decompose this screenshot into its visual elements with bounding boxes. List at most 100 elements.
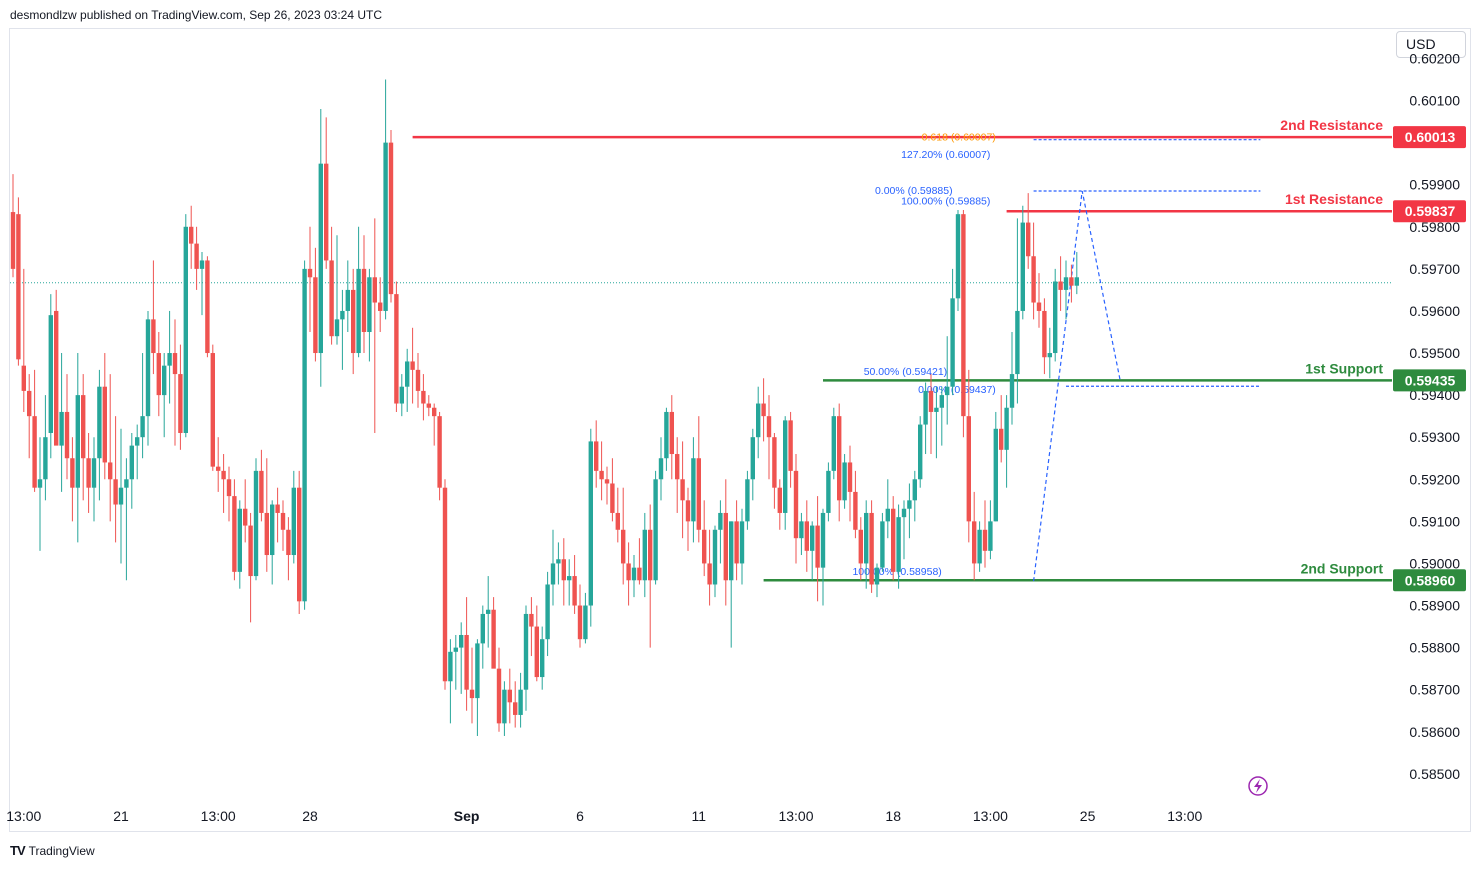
candle (91, 437, 97, 522)
candle-body (799, 521, 804, 539)
candle (750, 428, 755, 501)
candle-body (432, 407, 437, 417)
candle (156, 331, 161, 417)
candle-body (826, 470, 831, 513)
candle (189, 205, 194, 269)
fib-label: 0.00% (0.59437) (918, 384, 996, 396)
candle-body (475, 643, 480, 699)
level-price-tag (1393, 126, 1466, 149)
x-tick-label: 28 (302, 808, 318, 824)
candle-body (550, 563, 556, 585)
candle-body (97, 386, 102, 459)
candle-body (847, 462, 853, 492)
candle-body (221, 470, 226, 480)
candle-body (756, 403, 761, 438)
level-price-tag (1393, 369, 1466, 392)
candle (1069, 264, 1074, 303)
candle (853, 470, 858, 539)
candle (1036, 273, 1042, 328)
lightning-icon[interactable] (1248, 776, 1268, 796)
tradingview-logo-icon: TV (10, 843, 26, 858)
candle-body (977, 529, 982, 564)
candle (399, 374, 404, 417)
candle-body (1015, 310, 1020, 375)
candle (442, 479, 448, 690)
candle (264, 458, 269, 572)
candle (75, 353, 80, 543)
candle-body (140, 416, 145, 438)
candle (696, 416, 701, 543)
candle (955, 209, 961, 311)
candle (702, 500, 707, 577)
candle-body (880, 521, 885, 568)
candles (10, 79, 1079, 736)
candle (993, 411, 998, 522)
candle-body (631, 567, 637, 581)
time-axis: 13:00 21 13:00 28 Sep 6 11 13:00 18 13:00 25 13:00 (6, 808, 1202, 824)
candle (815, 496, 820, 602)
fib-label: 0.618 (0.60007) (922, 132, 996, 144)
candle-body (459, 634, 464, 648)
candle-body (178, 374, 183, 433)
candle-body (739, 521, 745, 564)
candle (361, 235, 367, 354)
candle-body (1031, 256, 1036, 303)
candle-body (718, 512, 723, 530)
candle-body (394, 294, 399, 404)
candle (885, 479, 890, 539)
y-tick-label: 0.58600 (1409, 724, 1460, 740)
candle (1047, 327, 1052, 379)
candle (394, 281, 399, 412)
candle (421, 374, 426, 421)
candle-body (54, 310, 59, 446)
candle (588, 428, 593, 627)
candle-body (37, 479, 43, 488)
currency-button[interactable]: USD (1396, 31, 1466, 58)
candle (496, 647, 502, 732)
candle (734, 500, 739, 581)
candle-body (183, 226, 188, 433)
candle (140, 353, 145, 459)
candle (297, 470, 302, 614)
candle-body (1053, 281, 1058, 354)
candle-body (59, 411, 64, 446)
candle-body (604, 479, 610, 484)
candle (615, 487, 620, 543)
candle (712, 525, 718, 598)
candle (108, 374, 113, 522)
candle-body (594, 441, 599, 471)
candle-body (815, 525, 820, 568)
candle-body (129, 445, 134, 480)
candle (415, 353, 421, 408)
level-price-label: 0.60013 (1405, 129, 1456, 145)
candle-body (372, 277, 377, 303)
candle (669, 395, 674, 480)
candle-body (469, 689, 475, 699)
candle-body (912, 479, 917, 501)
candle (626, 542, 631, 606)
candle-body (556, 559, 561, 564)
candle-body (896, 517, 901, 572)
candle (43, 395, 48, 501)
candle (723, 479, 728, 606)
candle-body (950, 298, 955, 387)
candle-body (545, 584, 550, 640)
candle-body (982, 529, 988, 551)
candle-body (156, 353, 161, 396)
candle (129, 432, 134, 509)
candle-body (210, 353, 215, 467)
footer-brand[interactable]: TV TradingView (10, 843, 95, 858)
candle-body (151, 319, 156, 354)
candle-body (270, 504, 275, 556)
fib-label: 100.00% (0.59885) (901, 196, 990, 208)
candle-body (1020, 222, 1025, 311)
candle-body (291, 487, 296, 556)
candle (901, 500, 907, 560)
candle (318, 108, 323, 387)
candle (793, 454, 799, 564)
candle-body (734, 521, 739, 564)
candle-body (588, 441, 593, 606)
candle (97, 369, 102, 501)
candle-body (675, 454, 680, 480)
